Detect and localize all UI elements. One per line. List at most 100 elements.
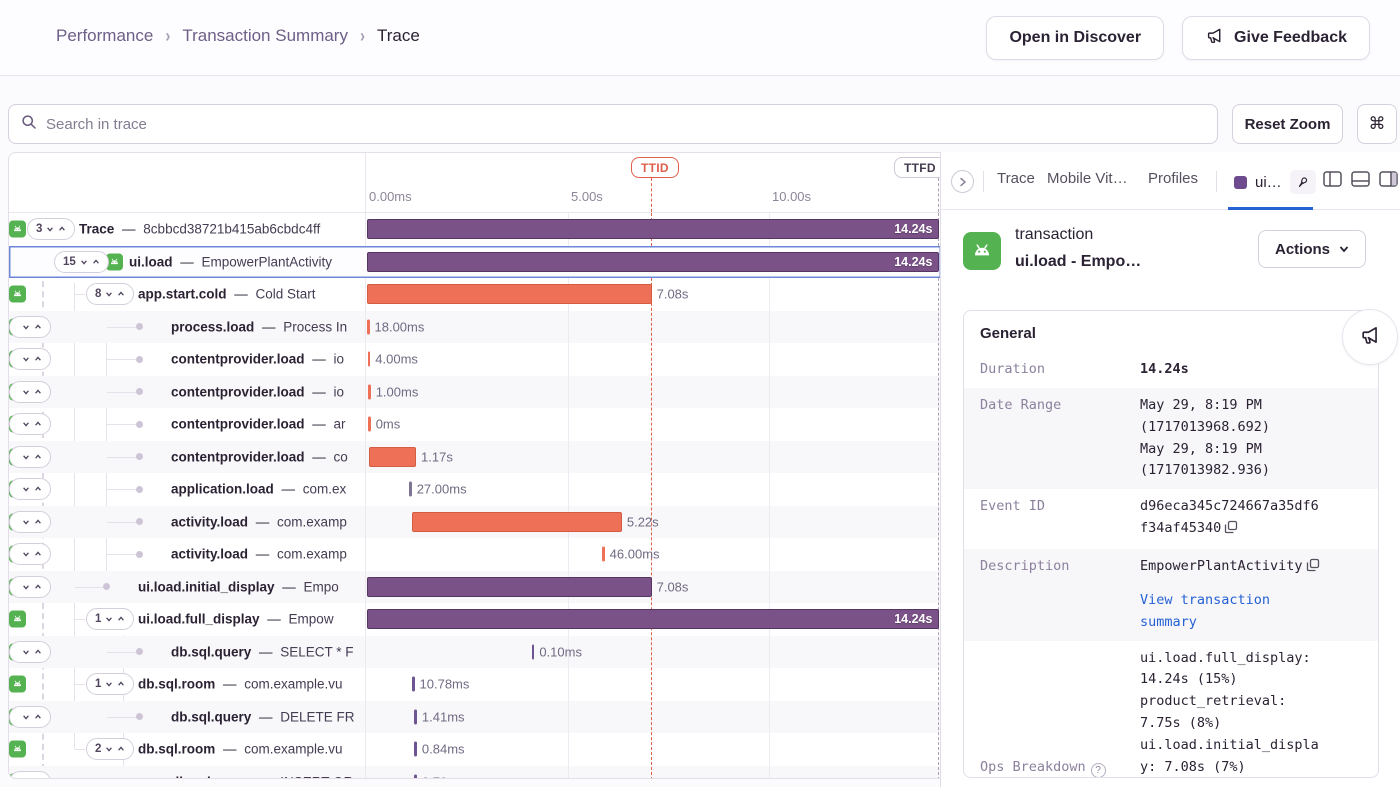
- span-row[interactable]: process.load — Process In 18.00ms: [9, 310, 940, 343]
- view-transaction-summary-link[interactable]: View transaction summary: [1140, 591, 1271, 630]
- layout-bottom-icon[interactable]: [1351, 171, 1370, 192]
- kv-row-duration: Duration 14.24s: [964, 352, 1378, 388]
- give-feedback-button[interactable]: Give Feedback: [1182, 16, 1370, 60]
- reset-zoom-button[interactable]: Reset Zoom: [1232, 104, 1343, 144]
- tab-span-detail[interactable]: ui…: [1234, 170, 1316, 194]
- span-timeline-cell: 10.78ms: [365, 668, 940, 701]
- tab-profiles[interactable]: Profiles: [1148, 170, 1199, 187]
- breadcrumb-performance[interactable]: Performance: [56, 26, 154, 45]
- span-separator: —: [255, 709, 277, 725]
- span-row[interactable]: contentprovider.load — co 1.17s: [9, 440, 940, 473]
- span-row[interactable]: activity.load — com.examp 5.22s: [9, 505, 940, 538]
- tree-connector: [75, 619, 85, 621]
- span-bar[interactable]: [414, 709, 417, 725]
- shortcut-command-button[interactable]: ⌘: [1357, 104, 1397, 144]
- tab-trace[interactable]: Trace: [997, 170, 1035, 187]
- span-row[interactable]: 3 Trace — 8cbbcd38721b415ab6cbdc4ff 14.2…: [9, 213, 940, 246]
- span-bar[interactable]: 14.24s: [367, 219, 940, 240]
- span-duration-label: 0.70: [422, 774, 447, 778]
- kv-key: Ops Breakdown?: [980, 757, 1140, 777]
- child-count-pill[interactable]: 2: [86, 738, 135, 761]
- child-count-pill[interactable]: [9, 640, 51, 663]
- child-count-pill[interactable]: [9, 770, 51, 778]
- span-bar[interactable]: [409, 481, 412, 497]
- span-row[interactable]: activity.load — com.examp 46.00ms: [9, 538, 940, 571]
- span-row[interactable]: db.sql.query — SELECT * F 0.10ms: [9, 635, 940, 668]
- span-row[interactable]: db.sql.query — DELETE FR 1.41ms: [9, 700, 940, 733]
- span-bar[interactable]: [414, 774, 417, 778]
- actions-dropdown-button[interactable]: Actions: [1257, 230, 1366, 268]
- copy-icon[interactable]: [1224, 520, 1238, 542]
- span-bar[interactable]: [412, 511, 622, 532]
- collapse-drawer-button[interactable]: [951, 170, 974, 193]
- span-bar[interactable]: 14.24s: [367, 609, 940, 630]
- span-row[interactable]: 15 ui.load — EmpowerPlantActivity 14.24s: [9, 245, 940, 278]
- child-count-pill[interactable]: [9, 575, 51, 598]
- span-timeline-cell: 14.24s: [365, 603, 940, 636]
- child-count-pill[interactable]: 1: [86, 608, 135, 631]
- span-timeline-cell: 7.08s: [365, 571, 940, 604]
- span-bar[interactable]: [367, 351, 371, 367]
- trace-search-box[interactable]: [8, 104, 1218, 144]
- ttfd-badge[interactable]: TTFD: [894, 157, 940, 178]
- kv-value: 14.24s: [1140, 361, 1189, 377]
- open-in-discover-button[interactable]: Open in Discover: [986, 16, 1165, 60]
- child-count-pill[interactable]: 3: [27, 218, 76, 241]
- layout-left-icon[interactable]: [1323, 171, 1342, 192]
- breadcrumb-transaction-summary[interactable]: Transaction Summary: [182, 26, 348, 45]
- span-bar[interactable]: 14.24s: [367, 251, 940, 272]
- layout-right-icon[interactable]: [1379, 171, 1398, 192]
- child-count-pill[interactable]: 1: [86, 673, 135, 696]
- span-bar[interactable]: [367, 576, 652, 597]
- span-row[interactable]: contentprovider.load — io 1.00ms: [9, 375, 940, 408]
- tree-dot-icon: [103, 583, 110, 591]
- span-bar[interactable]: [367, 284, 652, 305]
- search-input[interactable]: [46, 115, 1205, 133]
- child-count-pill[interactable]: [9, 705, 51, 728]
- span-rows: 3 Trace — 8cbbcd38721b415ab6cbdc4ff 14.2…: [9, 213, 940, 778]
- axis-tick-0: 0.00ms: [369, 189, 412, 204]
- span-op: process.load: [171, 319, 255, 335]
- span-bar[interactable]: [368, 384, 371, 400]
- tab-mobile-vitals[interactable]: Mobile Vit…: [1047, 170, 1128, 187]
- span-separator: —: [176, 254, 198, 270]
- span-bar[interactable]: [369, 446, 417, 467]
- child-count-pill[interactable]: [9, 348, 51, 371]
- span-bar[interactable]: [412, 676, 415, 692]
- span-row[interactable]: 1 ui.load.full_display — Empow 14.24s: [9, 603, 940, 636]
- child-count-pill[interactable]: 8: [86, 283, 135, 306]
- ttid-badge[interactable]: TTID: [631, 157, 679, 178]
- child-count-pill[interactable]: [9, 510, 51, 533]
- span-bar[interactable]: [602, 546, 605, 562]
- span-bar[interactable]: [414, 741, 417, 757]
- span-row[interactable]: contentprovider.load — ar 0ms: [9, 408, 940, 441]
- child-count-pill[interactable]: [9, 478, 51, 501]
- help-icon[interactable]: ?: [1090, 763, 1106, 777]
- child-count-pill[interactable]: [9, 543, 51, 566]
- breadcrumb-separator-icon: ›: [359, 25, 365, 47]
- child-count-pill[interactable]: [9, 413, 51, 436]
- span-row[interactable]: ui.load.initial_display — Empo 7.08s: [9, 570, 940, 604]
- span-label: db.sql.room — com.example.vu: [138, 742, 343, 757]
- span-bar[interactable]: [368, 416, 371, 432]
- child-count-pill[interactable]: 15: [54, 250, 109, 273]
- span-description: com.example.vu: [244, 676, 343, 692]
- span-row[interactable]: db.sql.query — INSERT OR 0.70: [9, 765, 940, 778]
- span-row[interactable]: 8 app.start.cold — Cold Start 7.08s: [9, 278, 940, 311]
- child-count-pill[interactable]: [9, 445, 51, 468]
- child-count-pill[interactable]: [9, 380, 51, 403]
- feedback-floating-button[interactable]: [1342, 309, 1398, 365]
- child-count-pill[interactable]: [9, 315, 51, 338]
- span-tree-cell: contentprovider.load — ar: [9, 408, 365, 441]
- span-op: ui.load.initial_display: [138, 579, 275, 595]
- span-row[interactable]: 2 db.sql.room — com.example.vu 0.84ms: [9, 733, 940, 766]
- copy-icon[interactable]: [1306, 558, 1320, 580]
- span-bar[interactable]: [531, 644, 535, 660]
- span-row[interactable]: application.load — com.ex 27.00ms: [9, 473, 940, 506]
- kv-key: Event ID: [980, 498, 1046, 515]
- span-bar[interactable]: [367, 319, 370, 335]
- span-description: com.examp: [277, 546, 347, 562]
- pin-tab-button[interactable]: [1289, 170, 1316, 194]
- span-row[interactable]: contentprovider.load — io 4.00ms: [9, 343, 940, 376]
- span-row[interactable]: 1 db.sql.room — com.example.vu 10.78ms: [9, 668, 940, 701]
